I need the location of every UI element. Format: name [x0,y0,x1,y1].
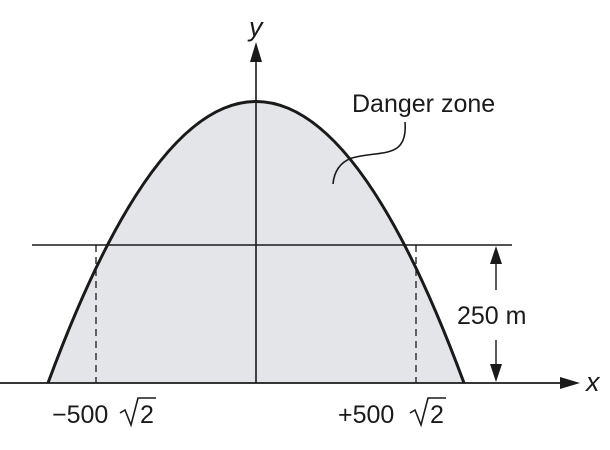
region-label-leader [332,121,406,185]
height-arrowhead-top [490,246,502,264]
danger-zone-label: Danger zone [352,90,495,118]
right-point-sqrt-sign [409,397,446,428]
right-point-label-prefix: +500 [338,401,394,429]
x-axis-arrowhead [560,377,580,389]
left-point-sqrt-sign [119,397,156,428]
y-axis-label: y [247,12,264,42]
height-label: 250 m [457,302,526,330]
y-axis-arrowhead [250,42,262,62]
height-arrowhead-bottom [490,364,502,382]
x-axis-label: x [584,367,601,397]
parabola-curve [46,100,466,384]
left-point-label-prefix: −500 [52,401,108,429]
left-point-label-radicand: 2 [140,401,154,429]
right-point-label-radicand: 2 [430,401,444,429]
